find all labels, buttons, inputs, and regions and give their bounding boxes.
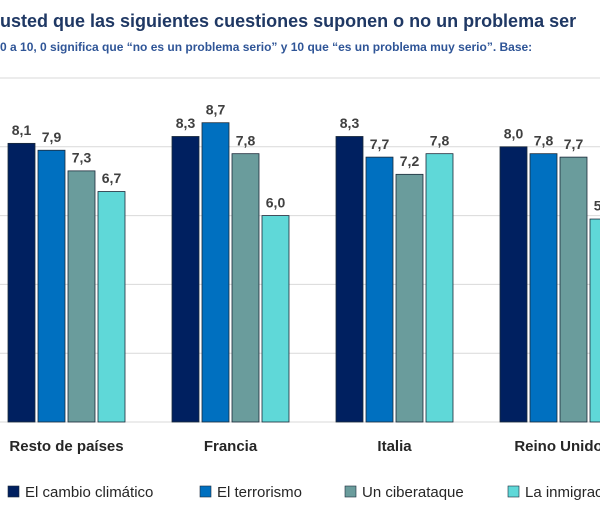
bar	[171, 136, 200, 423]
value-label: 8,3	[340, 115, 360, 131]
legend-swatch	[344, 485, 357, 498]
legend-swatch	[199, 485, 212, 498]
value-label: 7,7	[564, 136, 584, 152]
x-tick-label: Francia	[204, 438, 258, 455]
bar	[365, 156, 394, 423]
bar	[231, 153, 260, 423]
legend-swatch	[7, 485, 20, 498]
bar	[261, 215, 290, 423]
legend-label: El cambio climático	[25, 484, 153, 501]
chart-title: usted que las siguientes cuestiones supo…	[0, 11, 576, 31]
bar	[7, 142, 36, 423]
value-label: 7,8	[236, 132, 256, 148]
bar	[201, 122, 230, 423]
x-tick-label: Italia	[377, 438, 412, 455]
bar	[37, 149, 66, 423]
value-label: 7,8	[430, 132, 450, 148]
value-label: 7,8	[534, 132, 554, 148]
legend-swatch	[507, 485, 520, 498]
legend-label: Un ciberataque	[362, 484, 464, 501]
bar	[67, 170, 96, 423]
bar	[97, 191, 126, 423]
bar	[335, 136, 364, 423]
bar	[529, 153, 558, 423]
x-tick-label: Reino Unido	[514, 438, 600, 455]
chart-subtitle: 0 a 10, 0 significa que “no es un proble…	[0, 40, 532, 54]
value-label: 8,3	[176, 115, 196, 131]
bar	[499, 146, 528, 423]
value-label: 7,9	[42, 129, 62, 145]
legend-label: La inmigración	[525, 484, 600, 501]
value-label: 7,3	[72, 150, 92, 166]
bar	[559, 156, 588, 423]
bar	[589, 218, 600, 423]
bar	[395, 173, 424, 423]
value-label: 5,9	[594, 198, 600, 214]
value-label: 8,0	[504, 126, 524, 142]
value-label: 7,7	[370, 136, 390, 152]
value-label: 7,2	[400, 153, 420, 169]
value-label: 6,7	[102, 170, 122, 186]
x-tick-label: Resto de países	[9, 438, 123, 455]
value-label: 8,1	[12, 122, 32, 138]
legend-label: El terrorismo	[217, 484, 302, 501]
bar	[425, 153, 454, 423]
value-label: 8,7	[206, 101, 226, 117]
value-label: 6,0	[266, 194, 286, 210]
